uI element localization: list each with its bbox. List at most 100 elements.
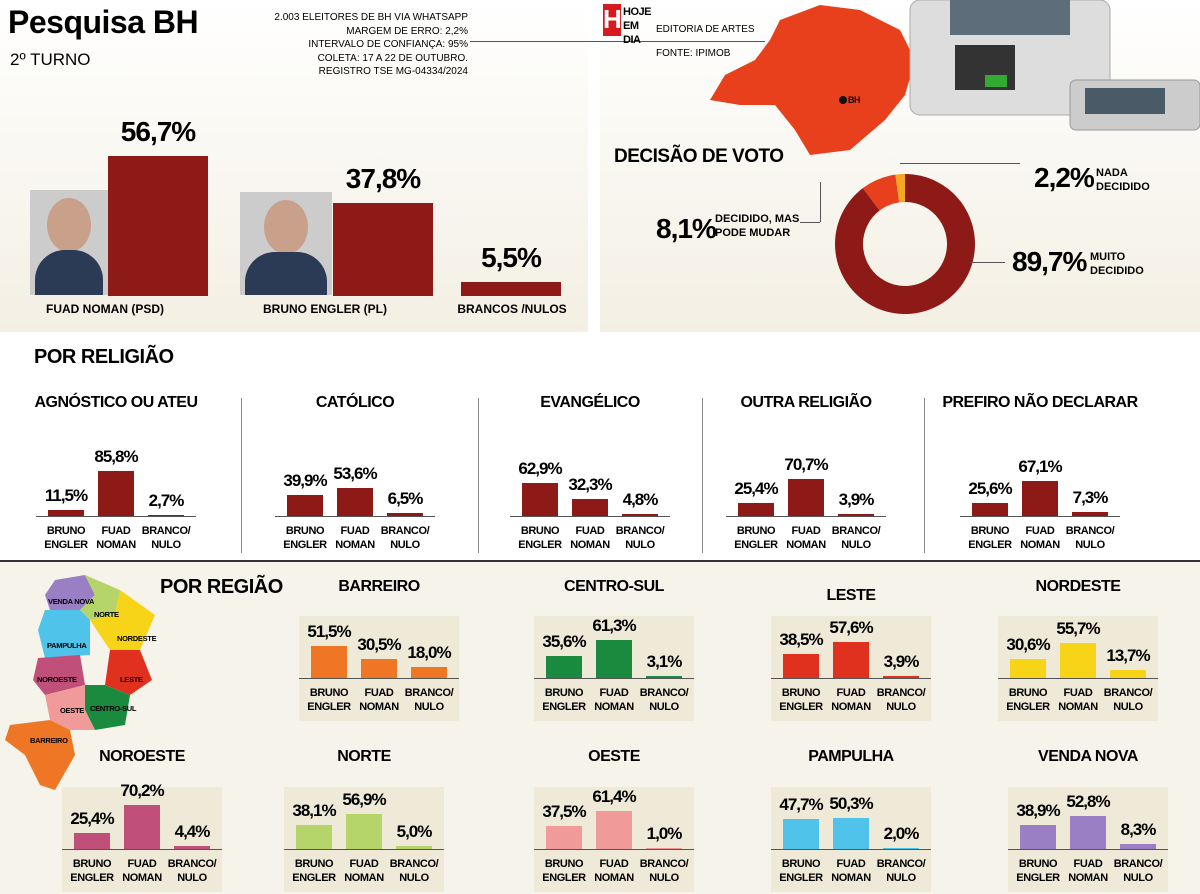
- map-label: BARREIRO: [30, 736, 68, 745]
- value-label: 56,9%: [342, 789, 386, 809]
- bar: [833, 642, 869, 678]
- column-divider: [924, 398, 925, 553]
- method-line: COLETA: 17 A 22 DE OUTUBRO.: [317, 52, 468, 64]
- bar: [738, 502, 774, 516]
- chart-title: PREFIRO NÃO DECLARAR: [942, 394, 1138, 411]
- category-label: BRANCO/ NULO: [876, 858, 926, 884]
- bar: [98, 471, 134, 516]
- category-label: BRANCO/ NULO: [1103, 687, 1153, 713]
- chart-title: OESTE: [588, 748, 640, 765]
- value-label: 7,3%: [1072, 488, 1109, 508]
- method-line: REGISTRO TSE MG-04334/2024: [318, 66, 468, 77]
- value-label: 53,6%: [333, 464, 377, 484]
- photo-body: [245, 252, 327, 295]
- bar: [833, 817, 869, 849]
- donut-slice: [862, 174, 900, 211]
- value-label: 70,7%: [784, 455, 828, 475]
- map-label: PAMPULHA: [47, 641, 87, 650]
- bar: [838, 513, 874, 516]
- column-divider: [241, 398, 242, 553]
- bar: [622, 513, 658, 516]
- bar: [148, 514, 184, 516]
- leader-line: [970, 262, 1005, 263]
- bar: [1060, 643, 1096, 678]
- category-label: BRANCO/ NULO: [876, 687, 926, 713]
- bar: [1110, 669, 1146, 678]
- bar: [287, 495, 323, 516]
- value-label: 25,4%: [734, 478, 778, 498]
- bar: [1022, 481, 1058, 516]
- bar: [333, 202, 433, 296]
- baseline: [510, 516, 670, 517]
- method-line: 2.003 ELEITORES DE BH VIA WHATSAPP: [274, 12, 468, 23]
- category-label: FUAD NOMAN: [570, 525, 610, 551]
- chart-title: OUTRA RELIGIÃO: [740, 394, 872, 411]
- value-label: 5,5%: [481, 242, 542, 274]
- value-label: 2,7%: [148, 490, 185, 510]
- category-label: FUAD NOMAN: [831, 687, 871, 713]
- category-label: BRUNO ENGLER: [1006, 687, 1050, 713]
- map-label: OESTE: [60, 706, 84, 715]
- section-title: POR RELIGIÃO: [34, 346, 174, 368]
- value-label: 18,0%: [407, 642, 451, 662]
- bar: [646, 676, 682, 678]
- value-label: 85,8%: [94, 447, 138, 467]
- map-label: CENTRO-SUL: [90, 704, 137, 713]
- bar: [546, 825, 582, 849]
- value-label: 39,9%: [283, 471, 327, 491]
- bar: [48, 510, 84, 516]
- method-line: MARGEM DE ERRO: 2,2%: [346, 25, 468, 37]
- map-label: NORTE: [94, 610, 119, 619]
- category-label: FUAD NOMAN: [786, 525, 826, 551]
- category-label: BRANCO/ NULO: [404, 687, 454, 713]
- baseline: [771, 678, 931, 679]
- category-label: BRUNO ENGLER: [542, 858, 586, 884]
- category-label: BRUNO ENGLER (PL): [263, 302, 387, 316]
- bh-dot: [839, 96, 847, 104]
- bar: [411, 666, 447, 678]
- divider: [0, 560, 1200, 562]
- illustration: [710, 0, 1200, 155]
- key-green: [985, 75, 1007, 87]
- bar: [346, 813, 382, 849]
- category-label: BRUNO ENGLER: [518, 525, 562, 551]
- value-label: 2,2%: [1034, 162, 1095, 193]
- value-label: 37,5%: [542, 801, 586, 821]
- bar: [396, 845, 432, 849]
- chart-title: NOROESTE: [99, 748, 185, 765]
- category-label: BRUNO ENGLER: [1016, 858, 1060, 884]
- category-label: FUAD NOMAN: [1020, 525, 1060, 551]
- value-label: 30,5%: [357, 635, 401, 655]
- donut-slice: [835, 174, 975, 314]
- category-label: BRANCOS /NULOS: [457, 302, 567, 316]
- category-label: NADA DECIDIDO: [1096, 167, 1150, 193]
- value-label: 8,1%: [656, 213, 717, 244]
- value-label: 62,9%: [518, 459, 562, 479]
- bar: [788, 479, 824, 516]
- category-label: BRANCO/ NULO: [831, 525, 881, 551]
- section-title: POR REGIÃO: [160, 576, 283, 598]
- bar: [972, 502, 1008, 516]
- category-label: BRUNO ENGLER: [542, 687, 586, 713]
- baseline: [299, 678, 459, 679]
- title: Pesquisa BH: [8, 4, 199, 40]
- map-label: NOROESTE: [37, 675, 77, 684]
- value-label: 3,9%: [838, 489, 875, 509]
- category-label: FUAD NOMAN (PSD): [46, 302, 164, 316]
- chart-title: NORTE: [337, 748, 391, 765]
- region-shape: [80, 575, 120, 620]
- baseline: [534, 678, 694, 679]
- region-shape: [5, 720, 75, 790]
- chart-title: NORDESTE: [1035, 578, 1121, 595]
- value-label: 38,1%: [292, 801, 336, 821]
- region-shape: [105, 650, 152, 695]
- bar: [74, 833, 110, 849]
- category-label: DECIDIDO, MAS PODE MUDAR: [715, 213, 800, 239]
- chart-title: PAMPULHA: [808, 748, 894, 765]
- bar: [361, 659, 397, 678]
- baseline: [726, 516, 886, 517]
- value-label: 89,7%: [1012, 246, 1087, 277]
- logo: H: [603, 4, 622, 36]
- value-label: 8,3%: [1120, 819, 1157, 839]
